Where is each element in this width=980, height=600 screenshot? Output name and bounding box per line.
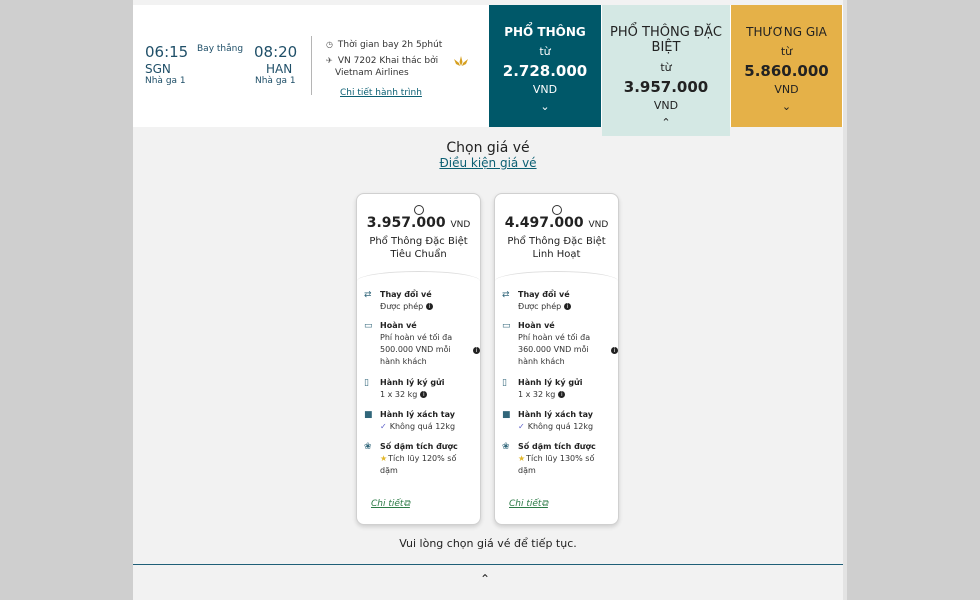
card-separator bbox=[495, 271, 618, 283]
ticket-change-icon: ⇄ bbox=[502, 290, 510, 300]
chevron-up-icon: ⌃ bbox=[661, 116, 671, 129]
flight-summary: 06:15 SGN Nhà ga 1 Bay thẳng 08:20 HAN N… bbox=[133, 5, 488, 127]
choose-fare-title: Chọn giá vé bbox=[446, 140, 530, 156]
fare-currency: VND bbox=[774, 83, 799, 96]
fare-premium-economy[interactable]: PHỔ THÔNG ĐẶC BIỆT từ 3.957.000 VND ⌃ bbox=[602, 5, 730, 136]
info-icon[interactable]: i bbox=[611, 347, 618, 354]
fare-from: từ bbox=[539, 45, 551, 58]
chevron-up-icon[interactable]: ⌃ bbox=[480, 572, 491, 586]
luggage-icon: ▯ bbox=[364, 378, 369, 388]
info-icon[interactable]: i bbox=[426, 303, 434, 310]
feature-carry-on: ■ Hành lý xách tay ✓ Không quá 12kg bbox=[364, 410, 456, 431]
star-icon: ★ bbox=[518, 454, 526, 463]
briefcase-icon: ■ bbox=[364, 410, 373, 420]
depart-time: 06:15 bbox=[145, 43, 189, 61]
fare-currency: VND bbox=[532, 83, 558, 96]
card-fare-name: Phổ Thông Đặc Biệt Linh Hoạt bbox=[507, 236, 606, 260]
divider bbox=[311, 36, 312, 95]
arrive-code: HAN bbox=[266, 62, 293, 76]
duration-text: Thời gian bay 2h 5phút bbox=[337, 40, 443, 50]
lotus-miles-icon: ❀ bbox=[364, 442, 372, 452]
fare-price: 2.728.000 bbox=[502, 62, 588, 80]
fare-economy[interactable]: PHỔ THÔNG từ 2.728.000 VND ⌄ bbox=[489, 5, 601, 127]
luggage-icon: ▯ bbox=[502, 378, 507, 388]
feature-miles: ❀ Số dặm tích được ★Tích lũy 130% số dặm bbox=[502, 442, 596, 475]
feature-refund: ▭ Hoàn vé Phí hoàn vé tối đa 500.000 VND… bbox=[364, 320, 480, 368]
plane-icon: ✈ bbox=[326, 56, 333, 65]
flight-row: 06:15 SGN Nhà ga 1 Bay thẳng 08:20 HAN N… bbox=[133, 5, 843, 136]
fare-card-standard[interactable]: 3.957.000 VND Phổ Thông Đặc Biệt Tiêu Ch… bbox=[356, 193, 481, 525]
info-icon[interactable]: i bbox=[558, 391, 566, 398]
fare-name: PHỔ THÔNG bbox=[504, 25, 586, 39]
feature-change: ⇄ Thay đổi vé Được phép i bbox=[502, 290, 572, 311]
footer-divider bbox=[133, 564, 843, 565]
feature-checked-baggage: ▯ Hành lý ký gửi 1 x 32 kg i bbox=[502, 378, 583, 399]
card-separator bbox=[357, 271, 480, 283]
depart-terminal: Nhà ga 1 bbox=[145, 76, 186, 86]
info-icon[interactable]: i bbox=[420, 391, 428, 398]
arrive-terminal: Nhà ga 1 bbox=[255, 76, 296, 86]
fare-card-flexible[interactable]: 4.497.000 VND Phổ Thông Đặc Biệt Linh Ho… bbox=[494, 193, 619, 525]
itinerary-details-link[interactable]: Chi tiết hành trình bbox=[340, 88, 422, 98]
fare-details-link[interactable]: Chi tiết⧉ bbox=[371, 499, 410, 509]
card-fare-name: Phổ Thông Đặc Biệt Tiêu Chuẩn bbox=[369, 236, 468, 260]
lotus-miles-icon: ❀ bbox=[502, 442, 510, 452]
card-price: 4.497.000 VND bbox=[504, 215, 609, 231]
feature-checked-baggage: ▯ Hành lý ký gửi 1 x 32 kg i bbox=[364, 378, 445, 399]
lotus-logo-icon bbox=[454, 56, 468, 66]
fare-currency: VND bbox=[653, 99, 679, 112]
briefcase-icon: ■ bbox=[502, 410, 511, 420]
refund-icon: ▭ bbox=[364, 321, 373, 331]
feature-miles: ❀ Số dặm tích được ★Tích lũy 120% số dặm bbox=[364, 442, 458, 475]
fare-name: THƯƠNG GIA bbox=[746, 25, 827, 39]
arrive-time: 08:20 bbox=[254, 43, 298, 61]
direct-label: Bay thẳng bbox=[197, 44, 244, 54]
fare-radio[interactable] bbox=[552, 205, 562, 215]
check-icon: ✓ bbox=[380, 422, 387, 431]
feature-carry-on: ■ Hành lý xách tay ✓ Không quá 12kg bbox=[502, 410, 594, 431]
fare-from: từ bbox=[660, 61, 672, 74]
fare-from: từ bbox=[780, 45, 793, 58]
continue-hint: Vui lòng chọn giá vé để tiếp tục. bbox=[399, 537, 577, 550]
feature-refund: ▭ Hoàn vé Phí hoàn vé tối đa 360.000 VND… bbox=[502, 320, 618, 368]
card-price: 3.957.000 VND bbox=[366, 215, 471, 231]
clock-icon: ◷ bbox=[326, 40, 333, 49]
operator-text: Vietnam Airlines bbox=[335, 68, 409, 78]
fare-name: PHỔ THÔNG ĐẶC BIỆT bbox=[610, 25, 722, 55]
info-icon[interactable]: i bbox=[473, 347, 480, 354]
fare-conditions-link[interactable]: Điều kiện giá vé bbox=[439, 156, 537, 170]
fare-details-link[interactable]: Chi tiết⧉ bbox=[509, 499, 548, 509]
flight-line-1: VN 7202 Khai thác bởi bbox=[337, 56, 439, 66]
chevron-down-icon: ⌄ bbox=[540, 100, 550, 113]
check-icon: ✓ bbox=[518, 422, 525, 431]
chevron-down-icon: ⌄ bbox=[781, 100, 792, 113]
feature-change: ⇄ Thay đổi vé Được phép i bbox=[364, 290, 434, 311]
fare-price: 5.860.000 bbox=[744, 62, 829, 80]
fare-radio[interactable] bbox=[414, 205, 424, 215]
depart-code: SGN bbox=[145, 62, 171, 76]
fare-business[interactable]: THƯƠNG GIA từ 5.860.000 VND ⌄ bbox=[731, 5, 842, 127]
fare-price: 3.957.000 bbox=[623, 78, 709, 96]
flight-number-info: ✈ VN 7202 Khai thác bởi bbox=[326, 56, 438, 66]
info-icon[interactable]: i bbox=[564, 303, 572, 310]
star-icon: ★ bbox=[380, 454, 388, 463]
refund-icon: ▭ bbox=[502, 321, 511, 331]
ticket-change-icon: ⇄ bbox=[364, 290, 372, 300]
frame-edge bbox=[843, 0, 847, 600]
duration-info: ◷ Thời gian bay 2h 5phút bbox=[326, 40, 442, 50]
